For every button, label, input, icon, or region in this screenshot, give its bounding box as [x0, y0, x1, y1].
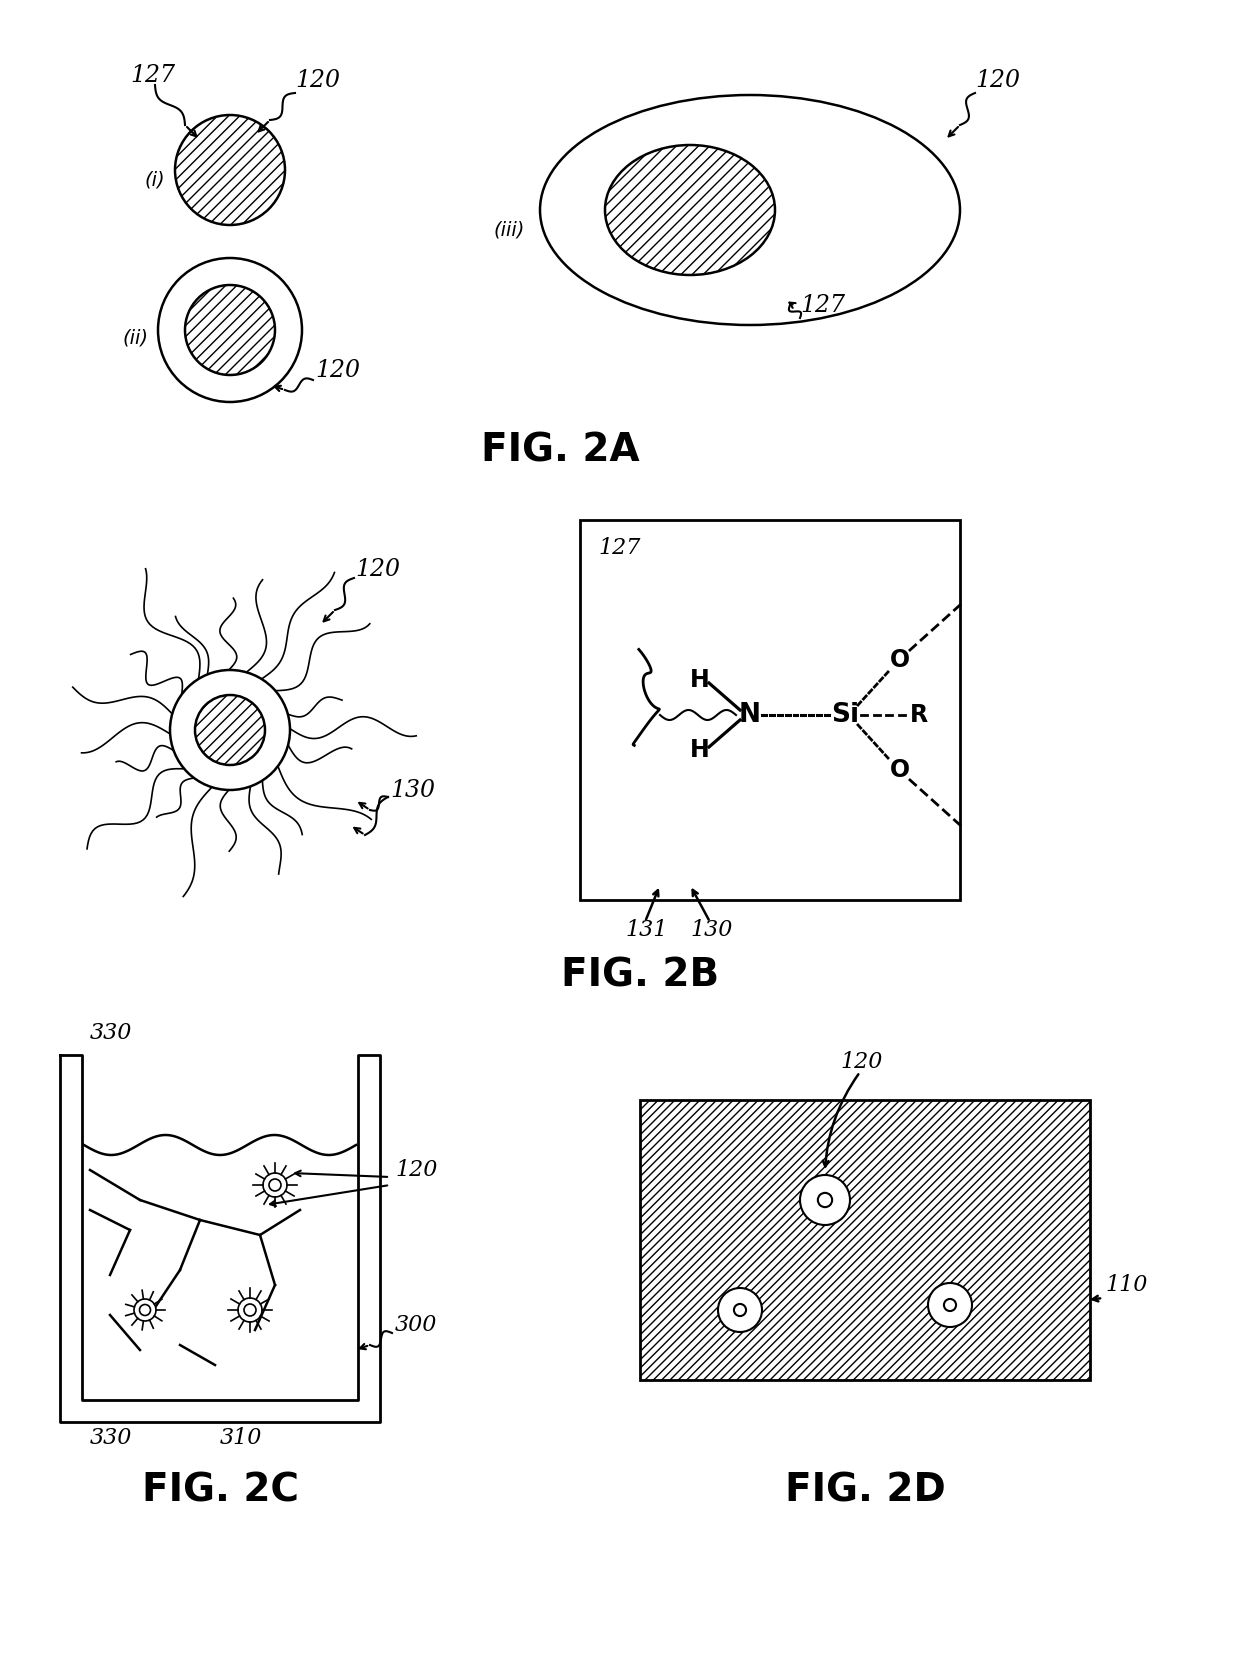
Circle shape — [244, 1304, 255, 1316]
Circle shape — [170, 670, 290, 790]
Text: H: H — [691, 668, 709, 691]
Ellipse shape — [539, 95, 960, 325]
Ellipse shape — [195, 695, 265, 765]
Circle shape — [818, 1193, 832, 1208]
Text: H: H — [691, 738, 709, 761]
Text: (i): (i) — [144, 170, 165, 190]
Text: 330: 330 — [91, 1021, 133, 1045]
Ellipse shape — [185, 285, 275, 375]
Bar — [640, 1100, 1090, 1379]
Circle shape — [800, 1175, 849, 1225]
Text: FIG. 2C: FIG. 2C — [141, 1471, 299, 1509]
Circle shape — [718, 1288, 763, 1333]
Text: 130: 130 — [689, 920, 733, 941]
Text: 127: 127 — [598, 536, 640, 560]
Circle shape — [928, 1283, 972, 1328]
Text: 130: 130 — [391, 778, 435, 801]
Text: Si: Si — [831, 701, 859, 728]
Circle shape — [734, 1304, 746, 1316]
Text: (iii): (iii) — [494, 220, 525, 240]
Text: FIG. 2D: FIG. 2D — [785, 1471, 945, 1509]
Text: 300: 300 — [396, 1314, 438, 1336]
Text: 120: 120 — [315, 358, 360, 382]
Circle shape — [238, 1298, 262, 1323]
Text: 120: 120 — [295, 68, 340, 92]
Text: N: N — [739, 701, 761, 728]
Text: 330: 330 — [91, 1428, 133, 1449]
Circle shape — [269, 1180, 281, 1191]
Text: 120: 120 — [839, 1051, 883, 1073]
Text: 110: 110 — [1105, 1274, 1147, 1296]
Text: 127: 127 — [130, 63, 175, 87]
Circle shape — [134, 1299, 156, 1321]
Circle shape — [944, 1299, 956, 1311]
Text: (ii): (ii) — [122, 328, 148, 348]
Circle shape — [139, 1304, 150, 1316]
Text: 127: 127 — [800, 293, 844, 317]
Text: FIG. 2B: FIG. 2B — [560, 956, 719, 995]
Ellipse shape — [605, 145, 775, 275]
Bar — [580, 520, 960, 900]
Text: O: O — [890, 648, 910, 671]
Text: 120: 120 — [975, 68, 1021, 92]
Ellipse shape — [175, 115, 285, 225]
Text: FIG. 2A: FIG. 2A — [481, 431, 640, 470]
Text: R: R — [910, 703, 928, 726]
Circle shape — [263, 1173, 286, 1196]
Text: 120: 120 — [396, 1160, 438, 1181]
Text: 310: 310 — [219, 1428, 263, 1449]
Text: O: O — [890, 758, 910, 781]
Text: 131: 131 — [625, 920, 667, 941]
Circle shape — [157, 258, 303, 402]
Text: 120: 120 — [355, 558, 401, 581]
